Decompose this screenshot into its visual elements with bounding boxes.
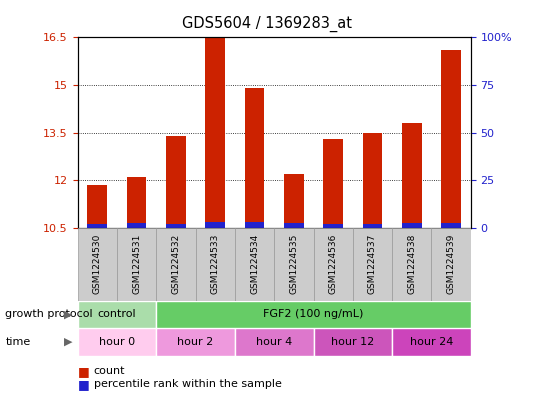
- Text: GSM1224531: GSM1224531: [132, 234, 141, 294]
- Text: ▶: ▶: [64, 309, 73, 320]
- Text: GDS5604 / 1369283_at: GDS5604 / 1369283_at: [182, 16, 353, 32]
- Bar: [87, 224, 107, 228]
- Bar: [432, 228, 471, 301]
- Bar: [127, 223, 147, 228]
- Bar: [78, 228, 117, 301]
- Text: FGF2 (100 ng/mL): FGF2 (100 ng/mL): [263, 309, 364, 320]
- Bar: [284, 174, 304, 228]
- Text: GSM1224535: GSM1224535: [289, 234, 299, 294]
- Text: GSM1224539: GSM1224539: [447, 234, 456, 294]
- Text: time: time: [5, 337, 30, 347]
- Text: control: control: [97, 309, 136, 320]
- Text: GSM1224538: GSM1224538: [407, 234, 416, 294]
- Bar: [402, 223, 422, 228]
- Bar: [323, 139, 343, 228]
- Bar: [166, 224, 186, 228]
- Bar: [166, 136, 186, 228]
- Bar: [402, 123, 422, 228]
- Text: hour 24: hour 24: [410, 337, 453, 347]
- Text: hour 4: hour 4: [256, 337, 292, 347]
- Bar: [235, 328, 314, 356]
- Text: GSM1224537: GSM1224537: [368, 234, 377, 294]
- Text: GSM1224530: GSM1224530: [93, 234, 102, 294]
- Bar: [284, 224, 304, 228]
- Text: hour 2: hour 2: [178, 337, 213, 347]
- Bar: [244, 222, 264, 228]
- Text: count: count: [94, 366, 125, 376]
- Bar: [244, 88, 264, 228]
- Text: percentile rank within the sample: percentile rank within the sample: [94, 379, 281, 389]
- Text: GSM1224534: GSM1224534: [250, 234, 259, 294]
- Bar: [314, 228, 353, 301]
- Bar: [363, 224, 383, 228]
- Text: GSM1224532: GSM1224532: [171, 234, 180, 294]
- Bar: [314, 328, 392, 356]
- Bar: [127, 177, 147, 228]
- Bar: [363, 132, 383, 228]
- Bar: [274, 228, 314, 301]
- Bar: [156, 228, 196, 301]
- Bar: [323, 224, 343, 228]
- Bar: [235, 228, 274, 301]
- Text: ■: ■: [78, 365, 89, 378]
- Bar: [196, 228, 235, 301]
- Bar: [156, 301, 471, 328]
- Text: growth protocol: growth protocol: [5, 309, 93, 320]
- Bar: [205, 37, 225, 228]
- Text: hour 0: hour 0: [99, 337, 135, 347]
- Bar: [441, 222, 461, 228]
- Text: ■: ■: [78, 378, 89, 391]
- Bar: [117, 228, 156, 301]
- Bar: [205, 222, 225, 228]
- Bar: [392, 328, 471, 356]
- Bar: [392, 228, 432, 301]
- Bar: [156, 328, 235, 356]
- Bar: [78, 328, 156, 356]
- Text: GSM1224533: GSM1224533: [211, 234, 220, 294]
- Text: hour 12: hour 12: [331, 337, 374, 347]
- Bar: [87, 185, 107, 228]
- Text: GSM1224536: GSM1224536: [328, 234, 338, 294]
- Text: ▶: ▶: [64, 337, 73, 347]
- Bar: [78, 301, 156, 328]
- Bar: [353, 228, 392, 301]
- Bar: [441, 50, 461, 228]
